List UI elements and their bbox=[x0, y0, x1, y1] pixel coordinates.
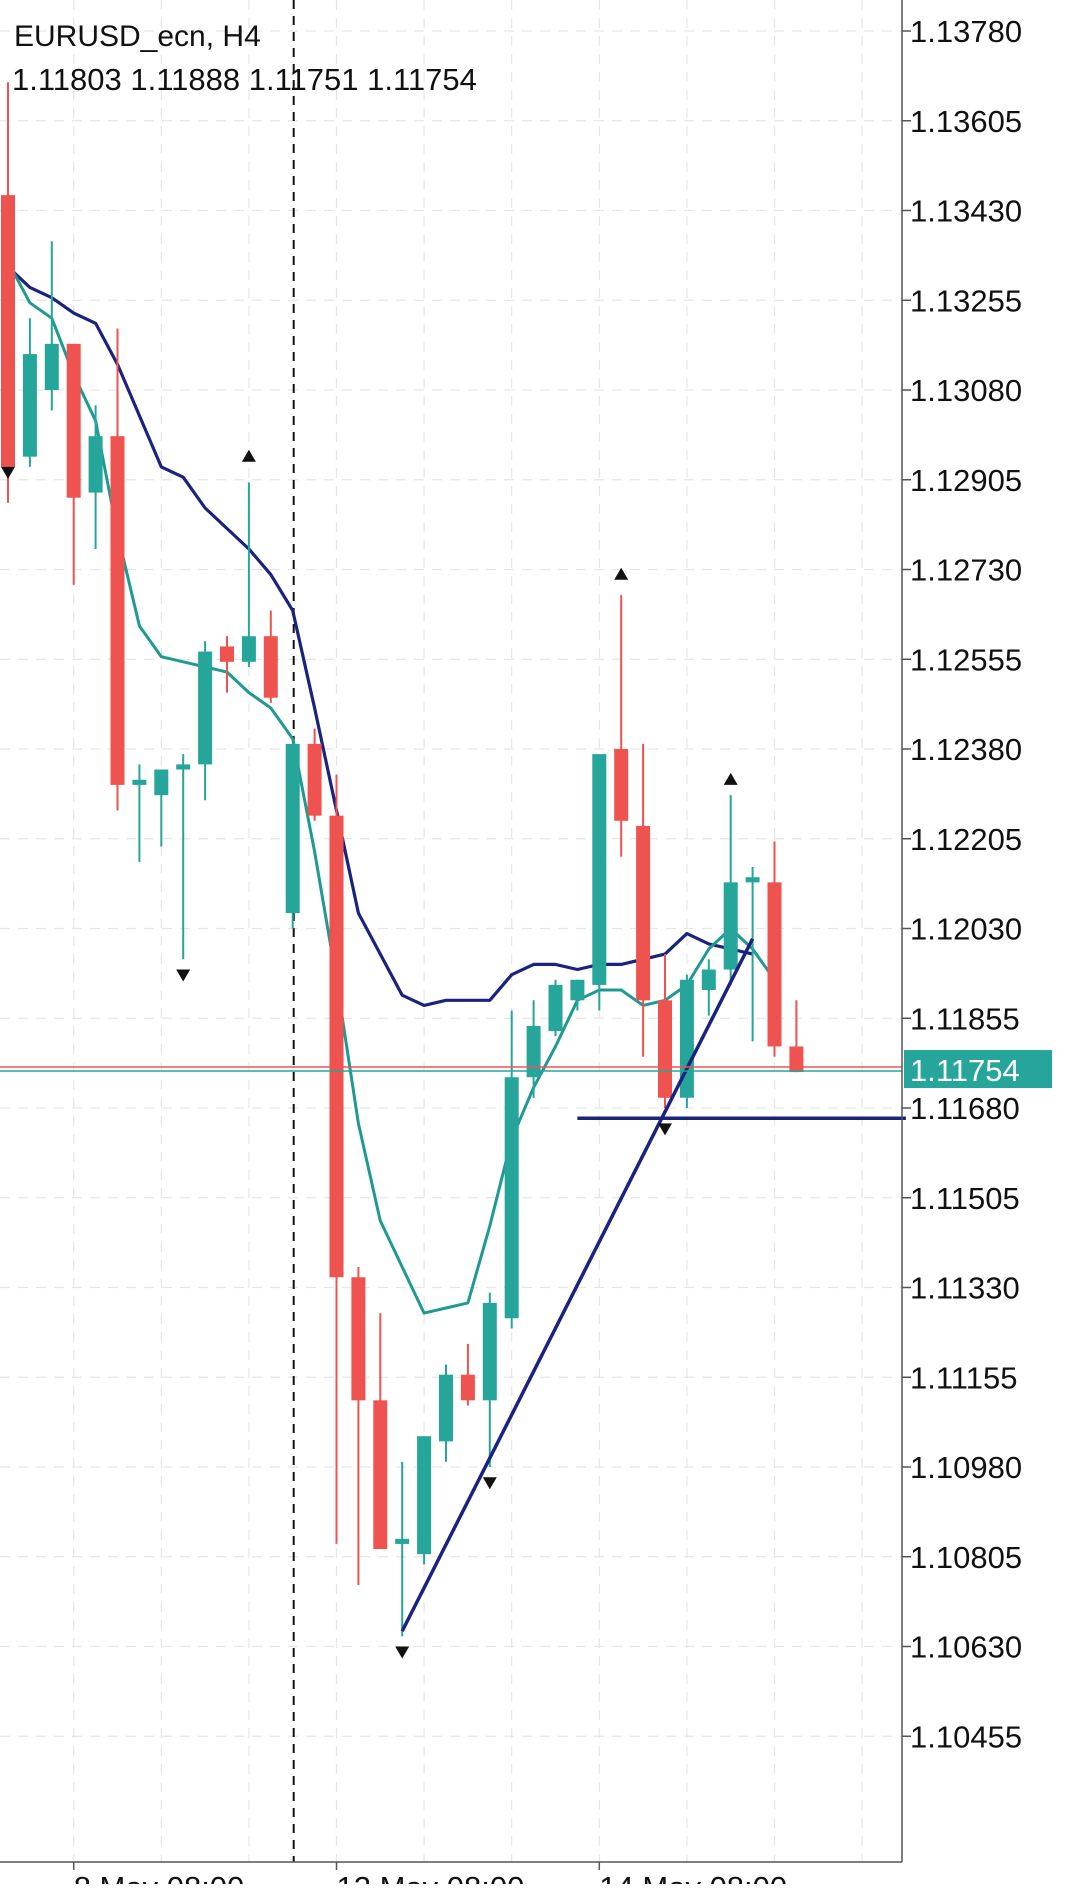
fractal-down-arrow bbox=[658, 1123, 672, 1136]
price-tick-label: 1.10805 bbox=[910, 1540, 1022, 1575]
ohlc-values: 1.11803 1.11888 1.11751 1.11754 bbox=[12, 62, 477, 97]
candle-body bbox=[548, 984, 563, 1032]
candle-body bbox=[745, 877, 760, 883]
price-tick-label: 1.13430 bbox=[910, 194, 1022, 229]
trendline bbox=[400, 937, 755, 1632]
current-price-label: 1.11754 bbox=[910, 1053, 1020, 1088]
candle-body bbox=[395, 1538, 410, 1544]
candle-body bbox=[66, 343, 81, 498]
ma-fast-line bbox=[6, 261, 776, 1315]
candle-body bbox=[198, 651, 213, 765]
candle-body bbox=[285, 743, 300, 914]
grid bbox=[0, 0, 902, 1862]
candle-body bbox=[504, 1077, 519, 1319]
time-tick-label: 8 May 08:00 bbox=[74, 1870, 245, 1884]
price-tick-label: 1.13780 bbox=[910, 14, 1022, 49]
price-tick-label: 1.12905 bbox=[910, 463, 1022, 498]
candle-body bbox=[636, 825, 651, 1001]
fractal-down-arrow bbox=[176, 969, 191, 982]
candle-body bbox=[154, 769, 169, 796]
candle-body bbox=[1, 195, 15, 467]
ma-slow-line bbox=[6, 265, 753, 1008]
candle-body bbox=[767, 882, 782, 1047]
current-price-badge bbox=[904, 1050, 1052, 1089]
indicators bbox=[6, 261, 776, 1315]
price-tick-label: 1.13605 bbox=[910, 104, 1022, 139]
candle-body bbox=[220, 646, 234, 662]
price-tick-label: 1.10630 bbox=[910, 1630, 1022, 1665]
candle-body bbox=[22, 354, 37, 457]
price-tick-label: 1.12380 bbox=[910, 732, 1022, 767]
fractal-up-arrow bbox=[614, 567, 629, 580]
price-tick-label: 1.10455 bbox=[910, 1719, 1022, 1754]
price-tick-label: 1.13080 bbox=[910, 373, 1022, 408]
price-tick-label: 1.12730 bbox=[910, 553, 1022, 588]
candle-body bbox=[526, 1025, 541, 1078]
candle-body bbox=[88, 436, 103, 493]
price-tick-label: 1.11680 bbox=[910, 1091, 1020, 1126]
candle-body bbox=[351, 1277, 366, 1401]
candle-body bbox=[263, 636, 278, 698]
chart-header: EURUSD_ecn, H4 1.11803 1.11888 1.11751 1… bbox=[12, 20, 477, 97]
drawings bbox=[0, 449, 906, 1659]
time-tick-label: 14 May 08:00 bbox=[599, 1870, 787, 1884]
fractal-up-arrow bbox=[723, 772, 738, 785]
candle-body bbox=[570, 979, 585, 1001]
price-tick-label: 1.11155 bbox=[910, 1360, 1017, 1395]
candle-body bbox=[373, 1400, 388, 1550]
candle-body bbox=[789, 1046, 804, 1073]
candle-body bbox=[44, 343, 59, 390]
candle-body bbox=[417, 1436, 432, 1555]
price-tick-label: 1.11855 bbox=[910, 1001, 1020, 1036]
fractal-up-arrow bbox=[241, 449, 256, 462]
candle-body bbox=[176, 764, 191, 770]
symbol-timeframe: EURUSD_ecn, H4 bbox=[14, 20, 261, 53]
candle-body bbox=[701, 969, 716, 991]
candle-body bbox=[241, 636, 256, 662]
time-tick-label: 12 May 08:00 bbox=[337, 1870, 525, 1884]
fractal-down-arrow bbox=[482, 1477, 497, 1490]
price-axis: 1.13780 1.13605 1.13430 1.13255 1.13080 1.129… bbox=[0, 0, 1052, 1889]
candle-body bbox=[439, 1374, 453, 1442]
price-tick-label: 1.11330 bbox=[910, 1271, 1020, 1306]
price-tick-label: 1.13255 bbox=[910, 283, 1022, 318]
fractal-down-arrow bbox=[1, 466, 15, 479]
price-tick-label: 1.11505 bbox=[910, 1181, 1020, 1216]
candle-body bbox=[132, 779, 147, 785]
candles bbox=[1, 82, 804, 1637]
candle-body bbox=[110, 436, 125, 785]
candle-body bbox=[614, 749, 629, 821]
candle-body bbox=[679, 979, 694, 1098]
candle-body bbox=[307, 743, 322, 816]
price-tick-label: 1.12205 bbox=[910, 822, 1022, 857]
price-tick-label: 1.10980 bbox=[910, 1450, 1022, 1485]
fractal-down-arrow bbox=[395, 1646, 410, 1659]
candle-body bbox=[723, 882, 738, 970]
price-tick-label: 1.12555 bbox=[910, 642, 1022, 677]
price-tick-label: 1.12030 bbox=[910, 912, 1022, 947]
candle-body bbox=[329, 815, 344, 1278]
candle-body bbox=[482, 1302, 497, 1401]
candle-body bbox=[592, 754, 607, 985]
candle-body bbox=[658, 1000, 672, 1098]
candle-body bbox=[460, 1374, 475, 1401]
